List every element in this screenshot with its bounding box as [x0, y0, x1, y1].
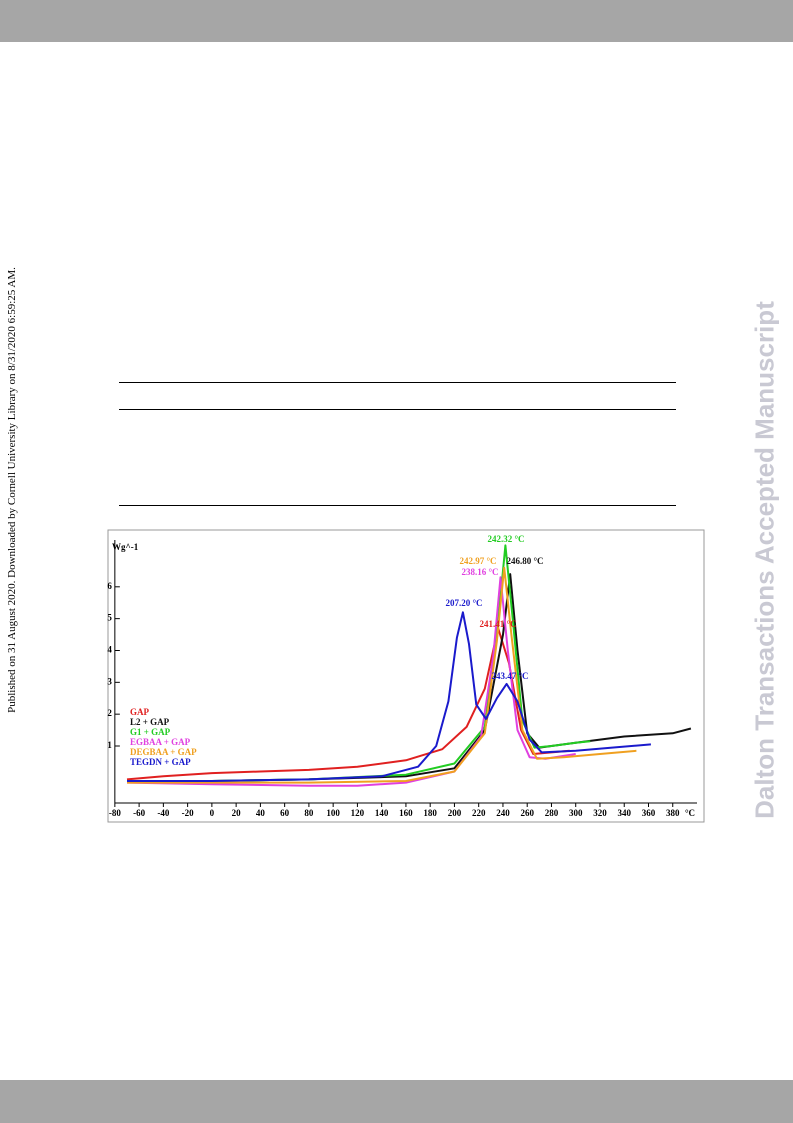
x-tick-label: 320: [593, 808, 607, 818]
series-line: [127, 566, 637, 784]
legend-label: TEGDN + GAP: [130, 757, 191, 767]
x-tick-label: 100: [326, 808, 340, 818]
x-tick-label: 60: [280, 808, 290, 818]
x-tick-label: 140: [375, 808, 389, 818]
x-tick-label: 340: [617, 808, 631, 818]
x-tick-label: 20: [232, 808, 242, 818]
x-tick-label: 240: [496, 808, 510, 818]
x-tick-label: 160: [399, 808, 413, 818]
x-tick-label: 0: [210, 808, 215, 818]
y-tick-label: 2: [107, 708, 112, 718]
peak-label: 238.16 °C: [461, 567, 498, 577]
peak-label: 246.80 °C: [506, 556, 543, 566]
chart-frame: [107, 529, 705, 823]
x-tick-label: 180: [423, 808, 437, 818]
y-tick-label: 3: [107, 676, 112, 686]
x-tick-label: 220: [472, 808, 486, 818]
x-tick-label: -40: [157, 808, 169, 818]
y-tick-label: 6: [107, 581, 112, 591]
peak-label: 243.47 °C: [491, 671, 528, 681]
peak-label: 242.97 °C: [459, 556, 496, 566]
y-axis-label: Wg^-1: [112, 542, 139, 552]
x-tick-label: -80: [109, 808, 121, 818]
footer-bar: [0, 1080, 793, 1123]
peak-label: 242.32 °C: [487, 534, 524, 544]
x-tick-label: 360: [642, 808, 656, 818]
peak-label: 207.20 °C: [445, 598, 482, 608]
y-tick-label: 5: [107, 613, 112, 623]
y-tick-label: 1: [107, 740, 112, 750]
series-line: [126, 576, 576, 787]
rule: [119, 382, 676, 383]
x-tick-label: 280: [545, 808, 559, 818]
x-tick-label: 40: [256, 808, 266, 818]
legend-label: G1 + GAP: [130, 727, 171, 737]
rule: [119, 505, 676, 506]
peak-label: 241.41 °C: [479, 619, 516, 629]
legend-label: DEGBAA + GAP: [130, 747, 197, 757]
x-tick-label: 380: [666, 808, 680, 818]
legend-label: EGBAA + GAP: [130, 737, 191, 747]
series-line: [127, 611, 651, 782]
series-line: [126, 627, 570, 781]
rule: [119, 409, 676, 410]
header-bar: [0, 0, 793, 42]
x-tick-label: -20: [182, 808, 194, 818]
y-tick-label: 4: [107, 645, 112, 655]
legend-label: L2 + GAP: [130, 717, 170, 727]
x-tick-label: 260: [520, 808, 534, 818]
x-tick-label: 300: [569, 808, 583, 818]
x-axis-label: °C: [685, 808, 695, 818]
x-tick-label: 120: [351, 808, 365, 818]
legend-label: GAP: [130, 707, 150, 717]
x-tick-label: -60: [133, 808, 145, 818]
x-tick-label: 80: [304, 808, 314, 818]
x-tick-label: 200: [448, 808, 462, 818]
